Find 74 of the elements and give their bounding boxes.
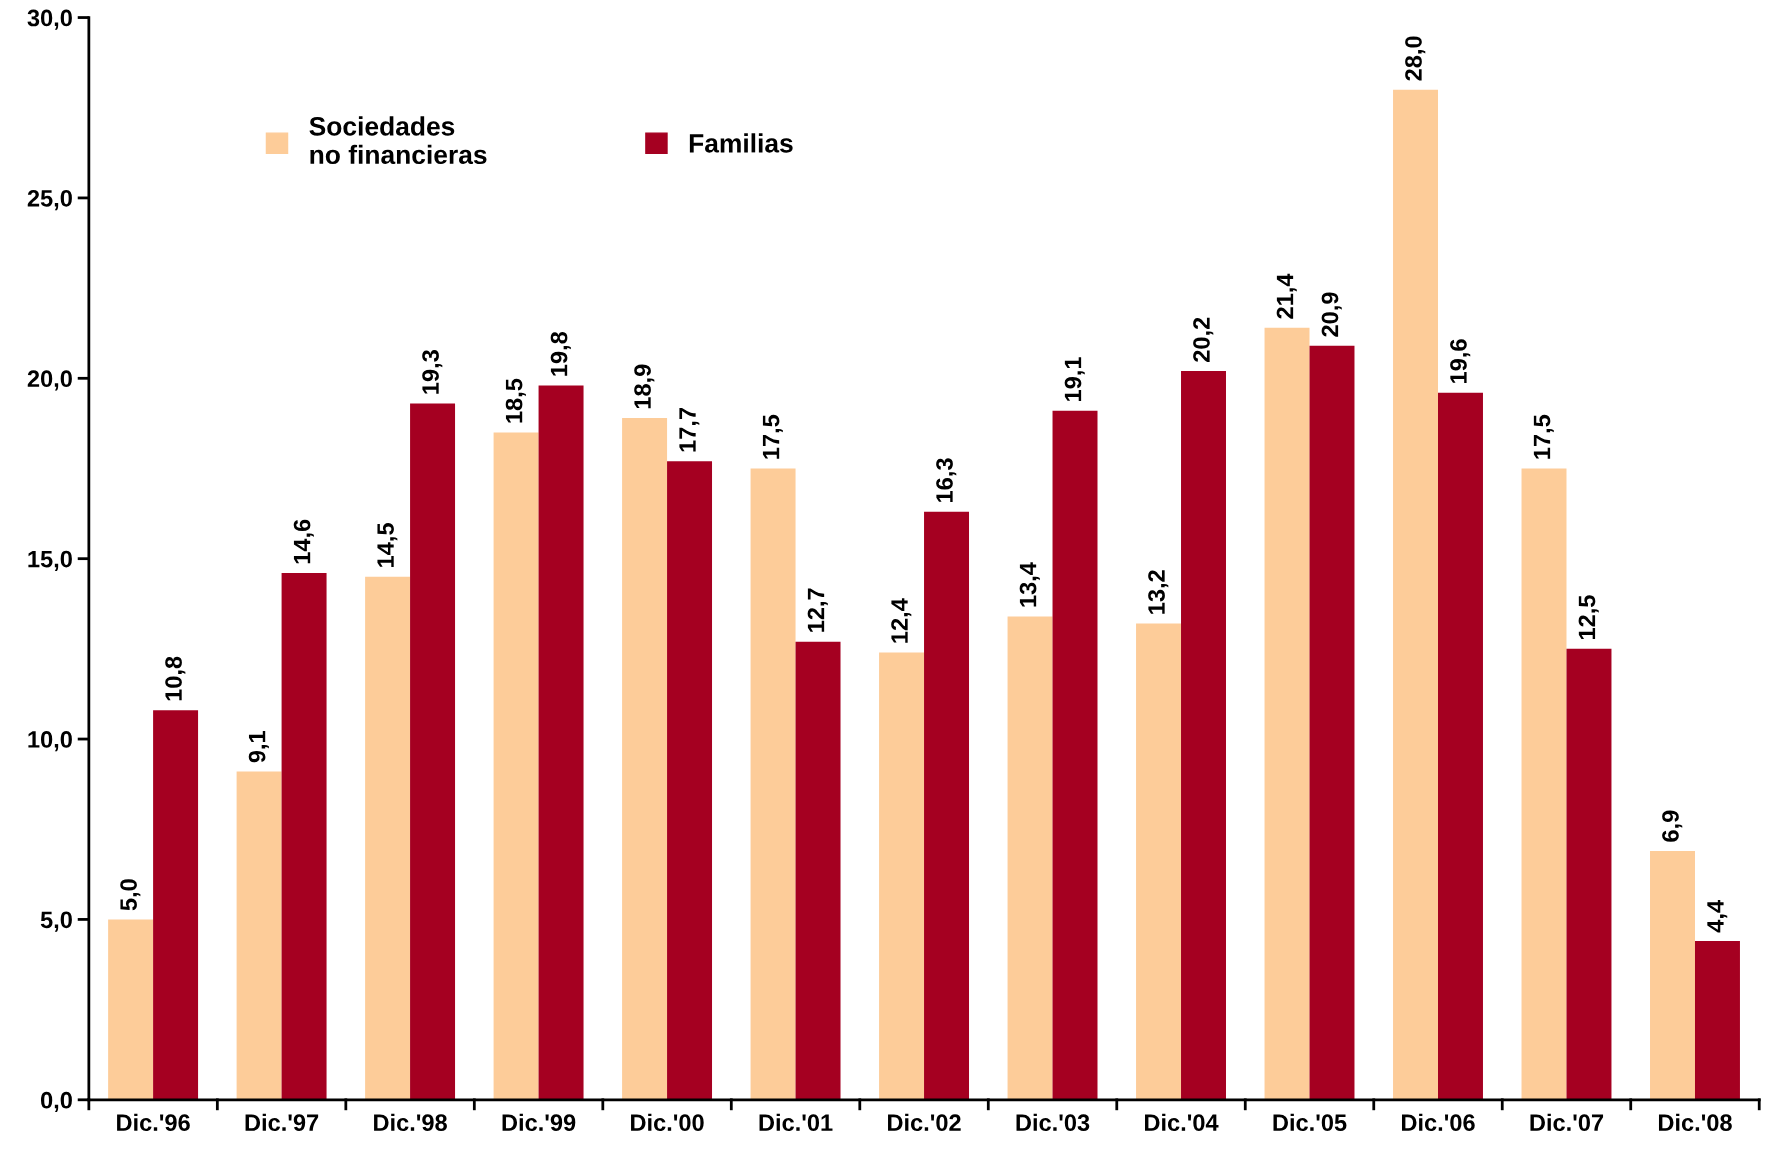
bar (667, 461, 713, 1100)
bar (1136, 623, 1182, 1100)
data-label: 10,8 (165, 656, 186, 701)
data-label: 20,9 (1321, 292, 1342, 337)
data-label: 17,5 (1533, 414, 1554, 459)
data-label: 19,6 (1450, 339, 1471, 383)
data-label: 18,9 (634, 364, 655, 409)
bar (1521, 468, 1567, 1100)
y-tick-label: 10,0 (28, 731, 72, 752)
data-label: 19,1 (1064, 357, 1085, 401)
data-label: 28,0 (1405, 36, 1426, 81)
data-label: 4,4 (1707, 900, 1728, 933)
bar (1393, 89, 1438, 1100)
data-label: 17,7 (679, 408, 700, 452)
x-tick-label: Dic.'00 (631, 1113, 704, 1132)
x-tick-label: Dic.'99 (502, 1113, 576, 1132)
bar (622, 417, 668, 1100)
bar (1007, 616, 1053, 1100)
x-tick-label: Dic.'97 (245, 1113, 319, 1132)
data-label: 13,4 (1019, 562, 1040, 607)
x-tick-label: Dic.'07 (1530, 1113, 1604, 1132)
y-tick-label: 25,0 (27, 189, 72, 211)
y-tick-label: 5,0 (40, 911, 72, 932)
x-tick-label: Dic.'06 (1401, 1113, 1475, 1132)
x-tick-label: Dic.'01 (759, 1113, 833, 1132)
bar (1309, 345, 1355, 1100)
x-tick-label: Dic.'03 (1016, 1113, 1090, 1132)
data-label: 14,5 (377, 523, 398, 567)
data-label: 21,4 (1276, 273, 1297, 319)
bar (924, 511, 970, 1100)
bar (1650, 850, 1695, 1100)
y-tick-label: 30,0 (27, 9, 72, 30)
x-tick-label: Dic.'98 (374, 1113, 447, 1132)
data-label: 18,5 (505, 378, 526, 423)
data-label: 12,5 (1578, 595, 1599, 640)
bar (1264, 327, 1310, 1100)
bar (410, 403, 456, 1100)
bar (153, 710, 199, 1100)
bar (750, 468, 796, 1100)
x-tick-label: Dic.'05 (1273, 1113, 1347, 1132)
data-label: 20,2 (1193, 317, 1214, 362)
data-label: 19,8 (550, 331, 571, 376)
data-label: 6,9 (1662, 810, 1683, 842)
data-label: 13,2 (1148, 570, 1169, 614)
y-tick-label: 0,0 (40, 1091, 72, 1113)
x-tick-label: Dic.'04 (1145, 1113, 1219, 1132)
x-tick-label: Dic.'08 (1658, 1113, 1732, 1132)
bar (1566, 648, 1612, 1100)
legend-label: Familias (689, 133, 793, 153)
data-label: 19,3 (422, 350, 443, 394)
data-label: 5,0 (120, 879, 141, 911)
bar (281, 573, 327, 1100)
y-tick-label: 15,0 (28, 550, 72, 571)
bar (236, 771, 282, 1100)
bar (493, 432, 539, 1100)
bar (879, 652, 925, 1100)
x-tick-label: Dic.'02 (888, 1113, 961, 1132)
bar (108, 919, 154, 1100)
bar (365, 576, 411, 1100)
bar (1694, 941, 1740, 1100)
data-label: 9,1 (248, 731, 269, 763)
bar (538, 385, 584, 1100)
data-label: 12,7 (807, 588, 828, 632)
bar (1181, 371, 1226, 1100)
bar (795, 641, 841, 1100)
data-label: 12,4 (891, 598, 912, 643)
data-label: 14,6 (293, 519, 314, 564)
x-tick-label: Dic.'96 (117, 1113, 190, 1132)
data-label: 17,5 (762, 414, 783, 459)
bar (1052, 410, 1098, 1100)
legend-label: Sociedades no financieras (309, 116, 487, 165)
data-label: 16,3 (936, 458, 957, 502)
bar (1438, 392, 1483, 1100)
y-tick-label: 20,0 (27, 370, 72, 391)
